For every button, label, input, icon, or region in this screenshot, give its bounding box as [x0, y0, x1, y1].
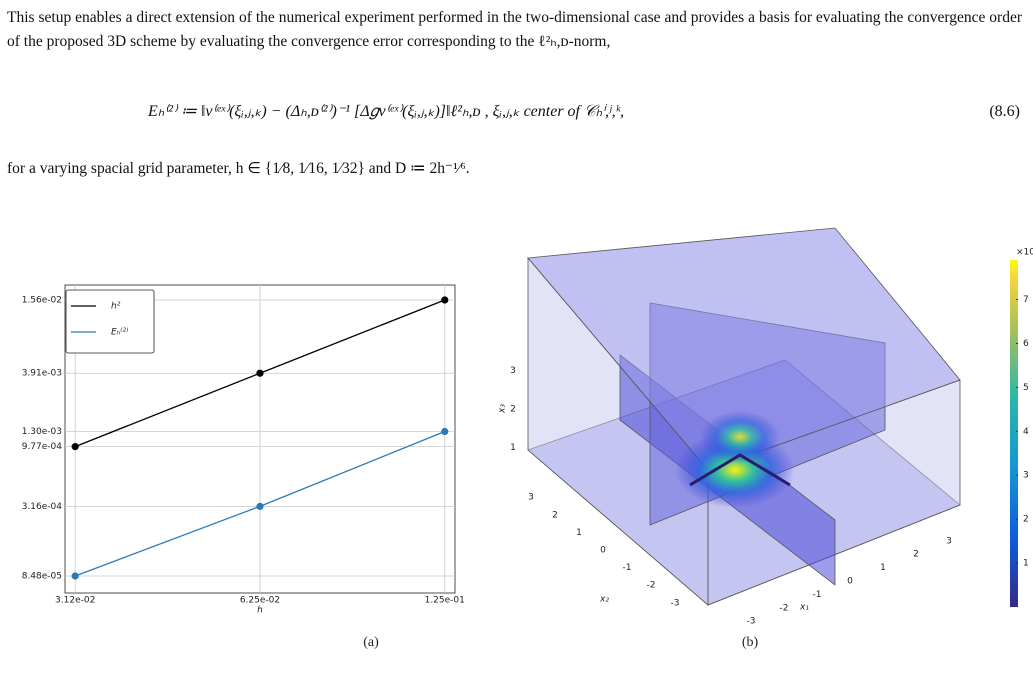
marker: [441, 296, 449, 304]
x-tick-label: 1.25e-01: [425, 596, 465, 606]
colorbar-tick-label: 3: [1023, 471, 1029, 481]
axis-tick-label: 1: [576, 528, 582, 538]
paragraph: This setup enables a direct extension of…: [7, 9, 1022, 50]
colorbar: [1010, 260, 1018, 607]
volume-box: [527, 227, 961, 606]
legend-box: [65, 289, 155, 354]
paragraph: for a varying spacial grid parameter, h …: [7, 160, 470, 177]
axis-label: x₃: [498, 404, 508, 414]
equation: Eₕ⁽²⁾ ≔ ‖v⁽ᵉˣ⁾(ξᵢ,ⱼ,ₖ) − (Δₕ,ᴅ⁽²⁾)⁻¹ [Δ𝑔…: [148, 103, 625, 120]
y-tick-label: 9.77e-04: [22, 442, 63, 452]
axis-tick-label: 0: [847, 577, 853, 587]
axis-label: x₁: [799, 603, 809, 613]
marker: [71, 572, 79, 580]
colorbar-tick-label: 1: [1023, 559, 1029, 569]
axis-tick-label: 3: [510, 366, 516, 376]
axis-tick-label: 2: [913, 550, 919, 560]
axis-tick-label: -3: [747, 617, 756, 627]
axis-tick-label: -3: [671, 598, 680, 608]
y-tick-label: 3.91e-03: [22, 369, 62, 379]
y-tick-label: 1.56e-02: [22, 295, 62, 305]
axis-tick-label: -1: [623, 563, 632, 573]
marker: [256, 369, 264, 377]
caption: (b): [742, 635, 759, 650]
axis-tick-label: 1: [510, 443, 516, 453]
colorbar-tick-label: 7: [1023, 295, 1029, 305]
colorbar-tick-label: 6: [1023, 339, 1029, 349]
y-tick-label: 1.30e-03: [22, 427, 62, 437]
axis-tick-label: -2: [780, 603, 789, 613]
axis-tick-label: 1: [880, 563, 886, 573]
y-tick-label: 8.48e-05: [22, 571, 62, 581]
y-tick-label: 3.16e-04: [22, 502, 63, 512]
colorbar-tick-label: 5: [1023, 383, 1029, 393]
axis-label: x₂: [599, 595, 609, 605]
axis-tick-label: 3: [528, 493, 534, 503]
colorbar-tick-label: 4: [1023, 427, 1029, 437]
marker: [256, 502, 264, 510]
marker: [441, 427, 449, 436]
caption: (a): [363, 635, 379, 650]
x-axis-label: h: [257, 606, 263, 616]
equation-number: (8.6): [989, 103, 1020, 120]
colorbar-multiplier: ×10⁻⁵: [1016, 248, 1033, 258]
x-tick-label: 6.25e-02: [240, 596, 280, 606]
marker: [71, 443, 79, 451]
legend-label: Eₕ⁽²⁾: [111, 328, 128, 338]
axis-tick-label: 2: [552, 510, 558, 520]
axis-tick-label: -1: [813, 590, 822, 600]
axis-tick-label: 0: [600, 546, 606, 556]
colorbar-tick-label: 2: [1023, 515, 1029, 525]
x-tick-label: 3.12e-02: [55, 596, 95, 606]
legend-label: h²: [111, 302, 121, 312]
axis-tick-label: -2: [647, 581, 656, 591]
axis-tick-label: 2: [510, 405, 516, 415]
axis-tick-label: 3: [946, 536, 952, 546]
